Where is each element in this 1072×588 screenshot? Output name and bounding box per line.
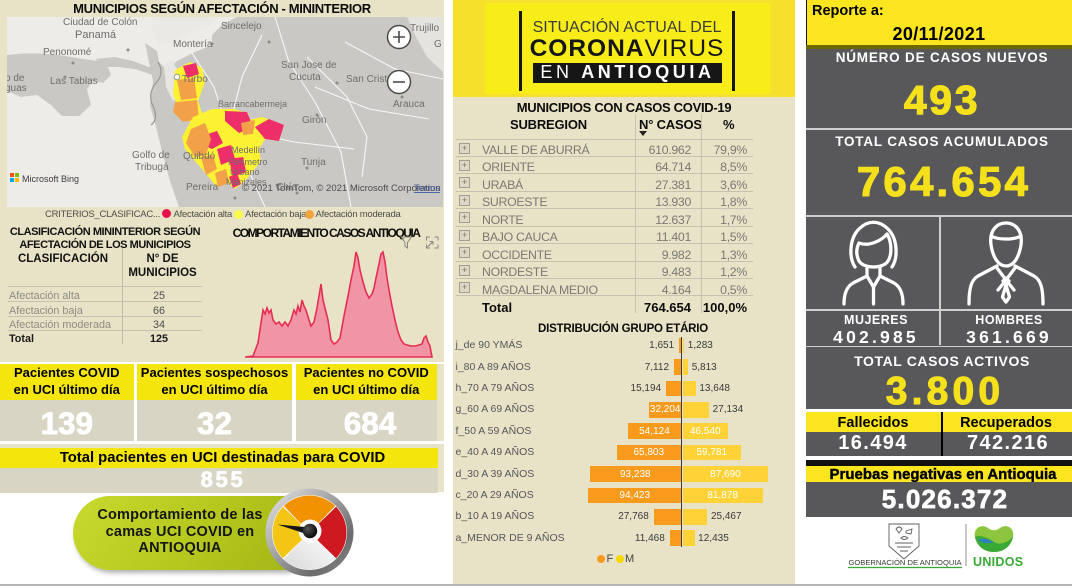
svg-text:Barrancabermeja: Barrancabermeja [218, 99, 287, 109]
svg-text:Cucuta: Cucuta [289, 72, 321, 83]
svg-text:GOBERNACIÓN DE ANTIOQUIA: GOBERNACIÓN DE ANTIOQUIA [848, 558, 962, 567]
svg-text:Golfo de: Golfo de [132, 150, 170, 161]
svg-text:Microsoft Bing: Microsoft Bing [22, 174, 79, 184]
svg-text:San Jose de: San Jose de [281, 60, 337, 71]
svg-text:Trujillo: Trujillo [410, 23, 440, 34]
svg-text:o de: o de [7, 73, 25, 84]
svg-text:Quibdó: Quibdó [183, 151, 216, 162]
svg-text:Panamá: Panamá [75, 29, 117, 41]
svg-text:© 2021 TomTom, © 2021 Microsof: © 2021 TomTom, © 2021 Microsoft Corporat… [242, 183, 441, 194]
svg-text:Las Tablas: Las Tablas [50, 76, 98, 87]
svg-text:Chía: Chía [276, 182, 298, 193]
svg-text:Manizales: Manizales [226, 177, 267, 187]
svg-text:Penonomé: Penonomé [43, 47, 92, 58]
svg-text:Perímetro: Perímetro [228, 157, 268, 167]
svg-text:Ciudad de Colón: Ciudad de Colón [63, 17, 138, 28]
svg-text:UNIDOS: UNIDOS [973, 555, 1023, 569]
svg-text:Turbo: Turbo [182, 74, 208, 85]
svg-text:Tunja: Tunja [301, 157, 326, 168]
svg-text:guas: guas [7, 83, 27, 94]
svg-text:Medellín: Medellín [231, 145, 265, 155]
svg-text:San Cristó: San Cristó [346, 74, 393, 85]
svg-text:Terms: Terms [414, 183, 440, 194]
svg-text:Tribugá: Tribugá [135, 162, 169, 173]
svg-text:Sincelejo: Sincelejo [221, 21, 262, 32]
svg-text:Montería: Montería [173, 39, 213, 50]
svg-text:G: G [434, 39, 442, 50]
svg-text:Urbano: Urbano [230, 167, 260, 177]
svg-text:Pereira: Pereira [186, 182, 219, 193]
svg-text:Girón: Girón [302, 115, 326, 126]
svg-text:Arauca: Arauca [393, 99, 425, 110]
